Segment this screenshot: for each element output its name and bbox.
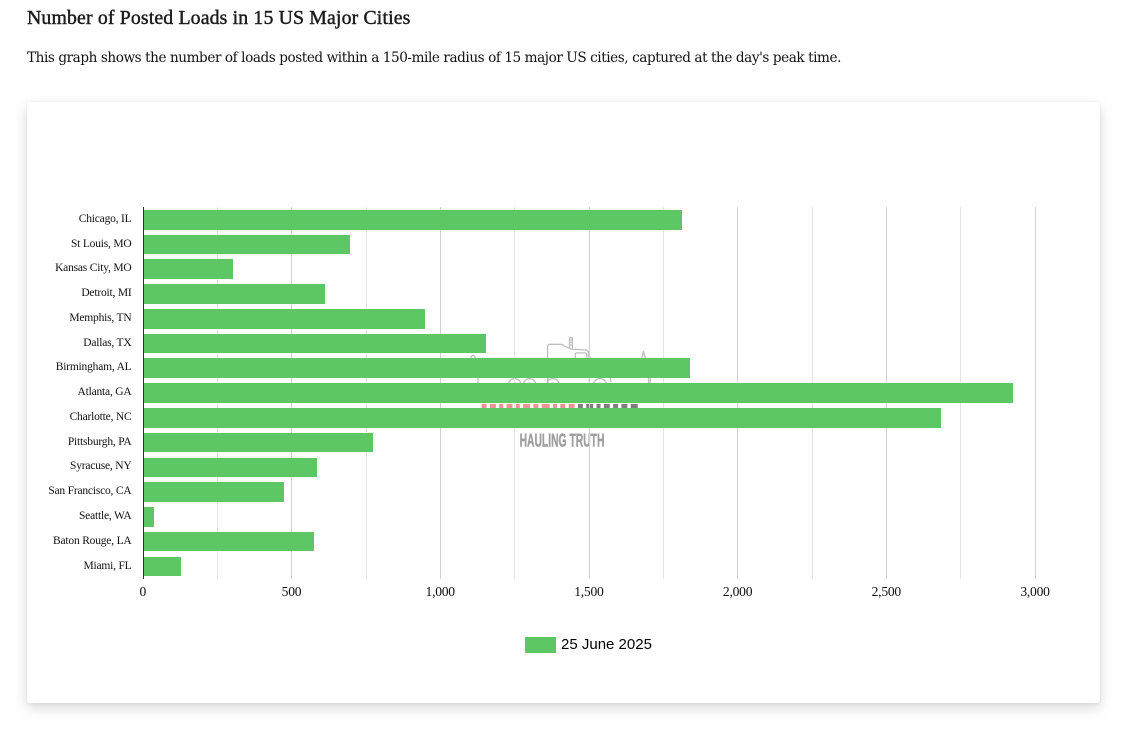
y-axis-label: Atlanta, GA xyxy=(77,386,132,399)
y-axis-label: Detroit, MI xyxy=(81,287,132,300)
x-axis-tick-label: 0 xyxy=(139,583,147,599)
x-axis-tick-label: 500 xyxy=(281,583,302,599)
bar-atlanta-ga[interactable] xyxy=(143,383,1013,403)
legend-item[interactable]: 25 June 2025 xyxy=(525,637,652,653)
bar-baton-rouge-la[interactable] xyxy=(143,531,315,552)
y-axis-label: Memphis, TN xyxy=(69,311,132,324)
y-axis-label: Seattle, WA xyxy=(78,510,132,522)
y-axis-label: Dallas, TX xyxy=(83,336,132,349)
road-dash xyxy=(613,403,619,409)
x-axis-tick-label: 2,500 xyxy=(871,583,902,599)
road-dash xyxy=(489,403,496,409)
road-dash xyxy=(515,403,520,409)
y-axis-label: Baton Rouge, LA xyxy=(53,534,132,547)
bar-kansas-city-mo[interactable] xyxy=(143,259,233,280)
road-dash xyxy=(499,403,504,409)
road-dash xyxy=(630,403,638,409)
bar-birmingham-al[interactable] xyxy=(143,358,691,379)
page-subtitle: This graph shows the number of loads pos… xyxy=(27,49,841,66)
road-dash xyxy=(553,403,557,409)
y-axis-label: San Francisco, CA xyxy=(48,485,132,498)
x-axis-tick-label: 2,000 xyxy=(722,583,753,599)
y-axis-label: Pittsburgh, PA xyxy=(67,435,132,448)
y-axis-label: St Louis, MO xyxy=(70,237,132,250)
page-title: Number of Posted Loads in 15 US Major Ci… xyxy=(27,7,411,29)
bar-pittsburgh-pa[interactable] xyxy=(143,432,374,453)
bar-st-louis-mo[interactable] xyxy=(143,234,351,255)
bar-memphis-tn[interactable] xyxy=(143,308,426,329)
gridline xyxy=(1034,207,1036,579)
bar-syracuse-ny[interactable] xyxy=(143,457,318,478)
road-dash xyxy=(621,403,628,409)
road-dash xyxy=(533,403,539,409)
road-dash xyxy=(603,403,610,409)
legend-swatch xyxy=(525,637,556,653)
bar-detroit-mi[interactable] xyxy=(143,284,325,304)
road-dash xyxy=(481,403,487,409)
bar-seattle-wa[interactable] xyxy=(143,507,155,527)
watermark-text: HAULING TRUTH xyxy=(520,429,605,450)
y-axis-label: Chicago, IL xyxy=(78,212,132,225)
y-axis-label: Miami, FL xyxy=(83,559,132,572)
bar-miami-fl[interactable] xyxy=(143,556,181,577)
x-axis-tick-label: 3,000 xyxy=(1020,583,1050,599)
road-dash xyxy=(506,403,513,409)
y-axis-label: Charlotte, NC xyxy=(69,410,132,423)
road-dash xyxy=(577,403,583,409)
road-dash xyxy=(586,403,594,409)
road-dash xyxy=(523,403,531,409)
bar-charlotte-nc[interactable] xyxy=(143,408,941,428)
road-dash xyxy=(560,403,566,409)
bar-san-francisco-ca[interactable] xyxy=(143,482,285,502)
road-dashes xyxy=(481,403,638,409)
y-axis-label: Kansas City, MO xyxy=(55,262,132,275)
x-axis-tick-label: 1,500 xyxy=(574,583,604,599)
bar-chicago-il[interactable] xyxy=(143,209,683,230)
x-axis-tick-label: 1,000 xyxy=(425,583,456,599)
y-axis-label: Birmingham, AL xyxy=(55,361,132,374)
legend: 25 June 2025 xyxy=(0,637,1126,655)
road-dash xyxy=(596,403,601,409)
legend-label: 25 June 2025 xyxy=(561,636,652,653)
y-axis-label: Syracuse, NY xyxy=(70,460,132,473)
road-dash xyxy=(541,403,550,409)
bar-dallas-tx[interactable] xyxy=(143,333,487,354)
road-dash xyxy=(568,403,575,409)
